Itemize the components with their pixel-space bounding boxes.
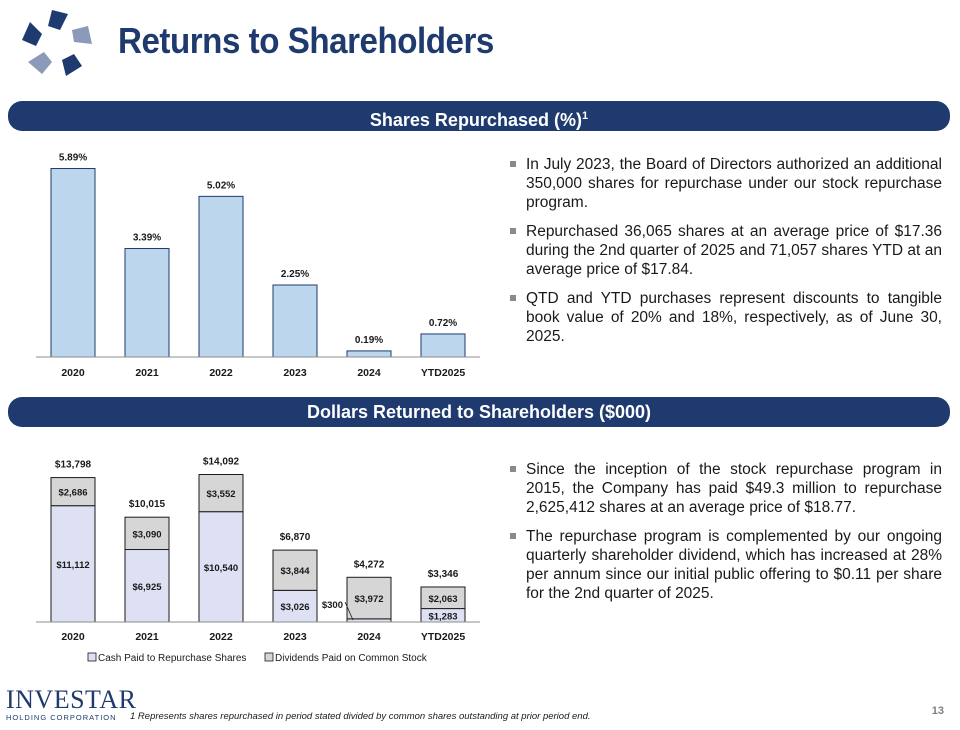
bar-2024: [346, 350, 392, 358]
page-title: Returns to Shareholders: [118, 20, 494, 61]
x-tick-label: YTD2025: [421, 631, 466, 643]
total-label: $14,092: [203, 457, 240, 468]
data-label: 5.89%: [59, 153, 87, 164]
cash-label: $10,540: [204, 563, 238, 574]
data-label: 5.02%: [207, 180, 235, 191]
shares-banner-label: Shares Repurchased (%): [369, 110, 582, 130]
shares-banner-footnote-mark: 1: [581, 110, 589, 122]
shares-bullets: In July 2023, the Board of Directors aut…: [508, 155, 942, 356]
dividend-bar-2023: [272, 549, 318, 591]
bar-2022: [198, 195, 244, 358]
cash-bar-2023: [272, 589, 318, 623]
data-label: 0.19%: [355, 335, 383, 346]
dollars-bullets: Since the inception of the stock repurch…: [508, 460, 942, 613]
bullet-item: QTD and YTD purchases represent discount…: [508, 289, 942, 346]
cash-label: $3,026: [280, 602, 309, 613]
x-tick-label: 2023: [283, 367, 307, 379]
x-tick-label: 2022: [209, 367, 233, 379]
legend-label-cash: Cash Paid to Repurchase Shares: [98, 653, 246, 664]
x-tick-label: 2023: [283, 631, 307, 643]
dividend-bar-2022: [198, 474, 244, 513]
dividend-bar-YTD2025: [420, 586, 466, 610]
legend-swatch-dividends: [264, 652, 274, 662]
dividend-label: $3,552: [206, 489, 235, 500]
x-tick-label: 2021: [135, 631, 159, 643]
dividend-bar-2020: [50, 477, 96, 507]
page-number: 13: [931, 705, 944, 717]
shares-repurchased-banner: Shares Repurchased (%)1: [8, 101, 950, 131]
dividend-label: $3,090: [132, 529, 161, 540]
legend-swatch-cash: [87, 652, 97, 662]
footnote: 1 Represents shares repurchased in perio…: [130, 711, 591, 722]
dividend-label: $2,686: [58, 488, 87, 499]
bullet-item: Repurchased 36,065 shares at an average …: [508, 222, 942, 279]
x-tick-label: 2024: [357, 631, 381, 643]
data-label: 0.72%: [429, 318, 457, 329]
bar-2023: [272, 284, 318, 358]
bar-2020: [50, 168, 96, 358]
bullet-item: The repurchase program is complemented b…: [508, 527, 942, 603]
brand-name: INVESTAR: [6, 685, 137, 714]
data-label: 3.39%: [133, 233, 161, 244]
dividend-label: $2,063: [428, 594, 457, 605]
brand-subtitle: HOLDING CORPORATION: [6, 713, 117, 722]
total-label: $6,870: [280, 532, 311, 543]
investar-brand: INVESTAR HOLDING CORPORATION: [6, 685, 137, 723]
shares-repurchased-chart: 5.89% 2020 3.39% 2021 5.02% 2022 2.25% 2023 0.19…: [36, 153, 480, 379]
x-tick-label: 2021: [135, 367, 159, 379]
x-tick-label: YTD2025: [421, 367, 466, 379]
data-label: 2.25%: [281, 269, 309, 280]
bar-2021: [124, 248, 170, 358]
x-tick-label: 2022: [209, 631, 233, 643]
cash-label: $1,283: [428, 611, 457, 622]
x-tick-label: 2020: [61, 631, 85, 643]
total-label: $4,272: [354, 559, 385, 570]
cash-label-leader: [344, 601, 354, 621]
x-tick-label: 2020: [61, 367, 85, 379]
cash-label: $6,925: [132, 582, 162, 593]
total-label: $3,346: [428, 569, 459, 580]
cash-label: $300: [322, 600, 343, 611]
bar-YTD2025: [420, 333, 466, 358]
bullet-item: Since the inception of the stock repurch…: [508, 460, 942, 517]
star-logo-icon: [22, 10, 92, 76]
dollars-banner-label: Dollars Returned to Shareholders ($000): [306, 402, 652, 422]
dollars-returned-chart: $11,112 $2,686 $13,798 2020 $6,925 $3,090 $10,…: [36, 457, 480, 664]
dollars-returned-banner: Dollars Returned to Shareholders ($000): [8, 397, 950, 427]
cash-label: $11,112: [56, 560, 89, 571]
dividend-bar-2024: [346, 576, 392, 620]
dividend-label: $3,972: [354, 594, 383, 605]
x-tick-label: 2024: [357, 367, 381, 379]
dividend-label: $3,844: [280, 566, 310, 577]
bullet-item: In July 2023, the Board of Directors aut…: [508, 155, 942, 212]
legend-label-dividends: Dividends Paid on Common Stock: [275, 653, 428, 664]
dividend-bar-2021: [124, 516, 170, 551]
cash-bar-2022: [198, 511, 244, 623]
total-label: $13,798: [55, 460, 92, 471]
total-label: $10,015: [129, 499, 166, 510]
